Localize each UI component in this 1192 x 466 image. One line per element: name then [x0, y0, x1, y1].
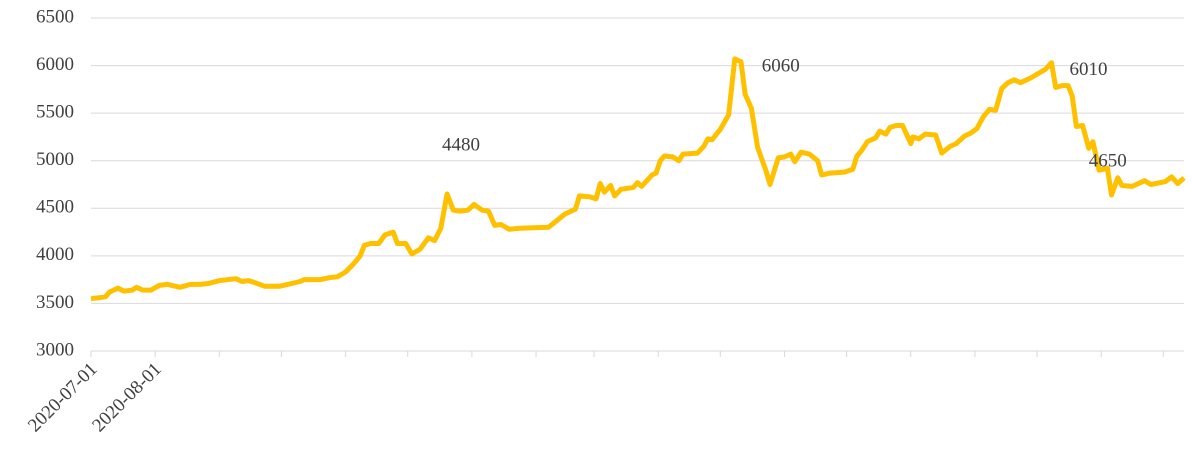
- y-tick-label: 4000: [36, 244, 74, 265]
- y-tick-label: 5000: [36, 149, 74, 170]
- annotation: 6010: [1070, 59, 1108, 80]
- x-tick-label: 2020-08-01: [88, 359, 166, 437]
- annotation: 4480: [442, 134, 480, 155]
- y-tick-label: 4500: [36, 197, 74, 218]
- x-tick-label: 2020-07-01: [24, 359, 102, 437]
- annotation: 4650: [1089, 151, 1127, 172]
- y-tick-label: 5500: [36, 102, 74, 123]
- y-tick-label: 3500: [36, 292, 74, 313]
- annotation: 6060: [762, 55, 800, 76]
- series-line: [90, 56, 1186, 302]
- y-tick-label: 6000: [36, 54, 74, 75]
- y-tick-label: 3000: [36, 339, 74, 360]
- y-tick-label: 6500: [36, 6, 74, 27]
